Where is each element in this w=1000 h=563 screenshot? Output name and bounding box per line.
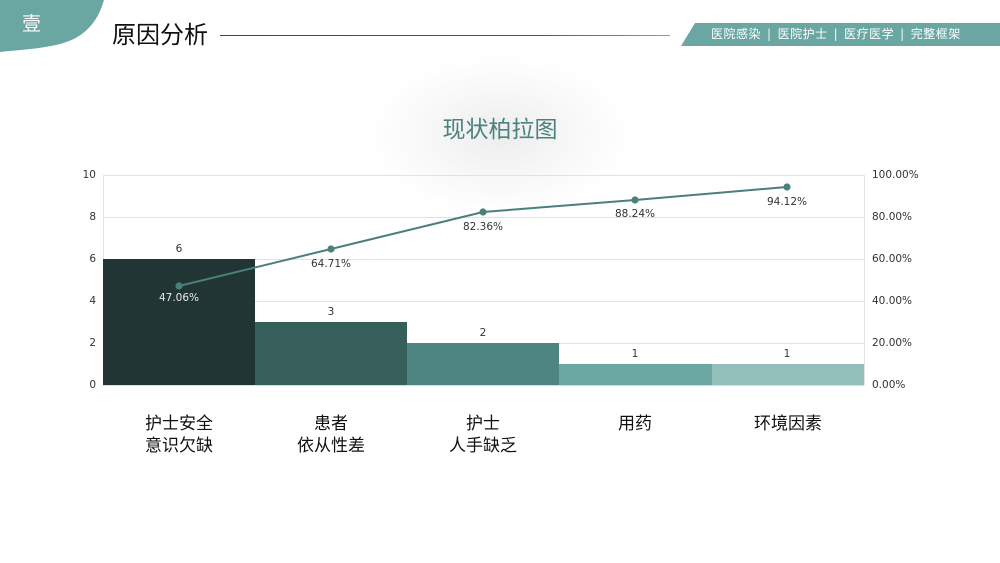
title-glow [370,55,630,215]
category-label-line: 意识欠缺 [145,436,213,456]
cumulative-pct-label: 47.06% [158,292,200,304]
tag-item: 医院感染 [711,27,762,41]
bar-value-label: 1 [783,348,791,360]
left-axis-tick: 0 [89,379,96,391]
category-label-line: 用药 [618,414,652,434]
corner-shape [0,0,104,52]
bar-value-label: 2 [479,327,487,339]
category-label-line: 护士安全 [145,414,213,434]
bar-value-label: 3 [327,306,335,318]
category-label-line: 护士 [466,414,500,434]
right-axis-tick: 40.00% [872,295,913,307]
category-label: 环境因素 [712,413,864,435]
bar-4 [559,364,712,385]
cumulative-pct-label: 88.24% [614,208,656,220]
tag-list: 医院感染 | 医院护士 | 医疗医学 | 完整框架 [711,23,961,46]
section-corner-badge: 壹 [0,0,110,52]
bar-2 [255,322,407,385]
tag-banner-shape [681,23,1000,46]
bar-5 [712,364,864,385]
category-label: 患者 依从性差 [255,413,407,457]
category-label: 护士 人手缺乏 [407,413,559,457]
tag-separator: | [833,27,839,41]
tag-item: 完整框架 [910,27,961,41]
right-axis-tick: 20.00% [872,337,913,349]
bar-3 [407,343,559,385]
page-title: 原因分析 [112,21,208,49]
tag-banner: 医院感染 | 医院护士 | 医疗医学 | 完整框架 [681,23,1000,46]
bar-1 [103,259,255,385]
right-axis-tick: 80.00% [872,211,913,223]
chart-title: 现状柏拉图 [442,117,558,143]
category-label-line: 环境因素 [754,414,822,434]
category-label-line: 依从性差 [297,436,365,456]
left-axis-tick: 2 [89,337,96,349]
category-label: 用药 [559,413,711,435]
bar-value-label: 1 [631,348,639,360]
left-axis-tick: 10 [82,169,96,181]
tag-separator: | [900,27,905,41]
category-label: 护士安全 意识欠缺 [103,413,255,457]
category-label-line: 患者 [314,414,348,434]
bars [103,259,864,385]
tag-item: 医疗医学 [844,27,895,41]
category-label-line: 人手缺乏 [449,436,517,456]
section-number: 壹 [22,13,42,35]
tag-item: 医院护士 [777,27,828,41]
right-axis-tick: 60.00% [872,253,913,265]
cumulative-pct-label: 94.12% [766,196,808,208]
cumulative-pct-label: 82.36% [462,221,504,233]
left-axis-tick: 6 [89,253,96,265]
cumulative-line [175,183,791,290]
left-axis-tick: 4 [89,295,96,307]
tag-separator: | [767,27,772,41]
right-axis-tick: 0.00% [872,379,906,391]
bar-value-label: 6 [175,243,183,255]
cumulative-pct-label: 64.71% [310,258,352,270]
left-axis-tick: 8 [89,211,96,223]
title-divider [220,35,670,36]
right-axis-tick: 100.00% [872,169,919,181]
